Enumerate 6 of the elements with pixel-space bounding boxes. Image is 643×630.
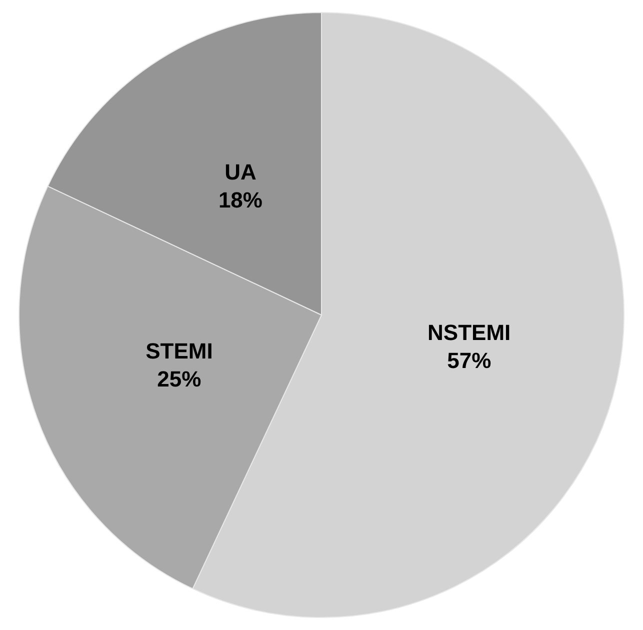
slice-label: STEMI: [146, 338, 213, 364]
slice-label: NSTEMI: [428, 320, 511, 346]
data-label: 25%: [157, 366, 202, 392]
data-label: 18%: [218, 187, 262, 212]
slice-label: UA: [224, 159, 256, 184]
data-label: 57%: [447, 348, 492, 374]
